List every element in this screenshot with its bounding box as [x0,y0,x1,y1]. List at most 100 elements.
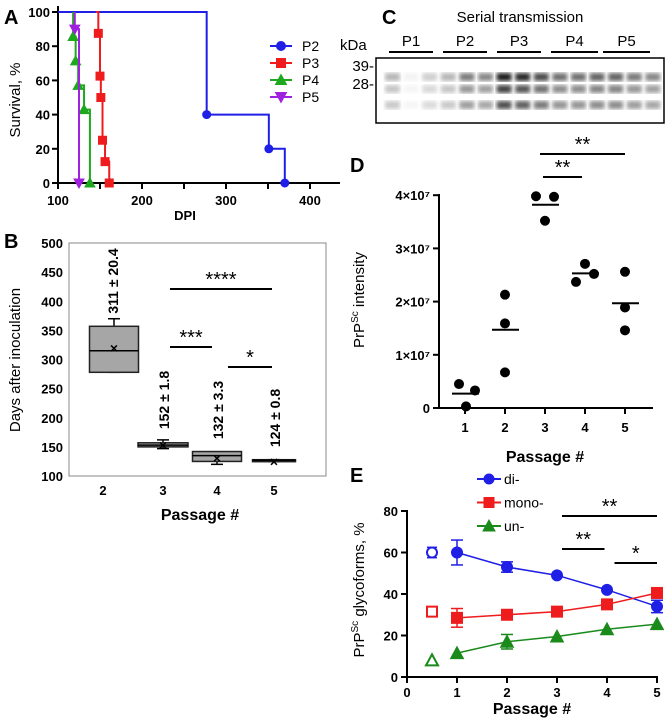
data-point [651,600,663,613]
y-tick-label: 350 [41,323,63,338]
legend-label: P2 [302,38,319,54]
data-point [451,546,463,559]
data-point [500,318,510,329]
x-tick-label: 0 [403,685,410,700]
blot-band [626,101,642,109]
data-point [78,103,90,115]
legend-marker [274,73,288,85]
data-point [540,215,550,226]
x-tick-label: 1 [461,420,468,435]
data-point [549,191,559,202]
significance-stars: ** [555,157,571,179]
data-point [571,276,581,287]
series-p4 [67,12,96,188]
box-5: × 124 ± 0.8 [251,389,297,469]
superscript: Sc [350,621,361,633]
x-axis-label: Passage # [493,701,571,718]
blot-band [496,85,512,93]
y-tick-label: 2×10⁷ [395,295,430,310]
y-tick-label: 0 [43,176,50,191]
y-tick-label: 100 [28,5,50,20]
data-point [104,178,114,188]
significance-stars: ** [602,496,618,518]
x-tick-label: 300 [215,193,237,208]
blot-band [571,73,586,81]
box-value-label: 152 ± 1.8 [156,371,172,429]
data-point [549,628,565,643]
box-3: × 152 ± 1.8 [137,371,189,453]
data-point [531,191,541,202]
data-point [501,608,513,621]
data-point [551,569,563,582]
blot-band [552,101,568,109]
data-point [551,605,563,618]
blot-band [571,85,586,93]
legend-marker [483,497,495,508]
data-point [95,71,105,81]
blot-band [515,73,531,81]
y-tick-label: 150 [41,440,63,455]
lane-group-label: P2 [456,33,474,50]
legend-label: P5 [302,89,319,105]
panel-d: D 0 1×10⁷ 2×10⁷ 3×10⁷ 4×10⁷ 1 2 3 4 5 Passage # PrPS… [350,134,653,466]
blot-band [515,85,531,93]
data-point [501,561,513,574]
data-point [601,598,613,611]
blot-band [496,73,512,81]
y-tick-label: 20 [36,142,50,157]
y-tick-label: 80 [36,39,50,54]
label-part: intensity [351,252,368,312]
box-value-label: 124 ± 0.8 [267,389,283,447]
data-point [449,645,465,660]
series-mono [426,586,663,628]
data-point [100,157,110,167]
mean-marker: × [213,450,221,466]
x-tick-label: 100 [47,193,69,208]
x-tick-label: 1 [453,685,460,700]
data-point [202,110,212,120]
label-part: PrP [351,633,368,658]
significance-stars: ** [575,134,591,156]
blot-band [403,73,419,81]
x-tick-label: 4 [213,483,221,498]
x-tick-label: 5 [653,685,660,700]
y-tick-label: 500 [41,236,63,251]
group-5 [612,266,639,336]
data-point [451,611,463,624]
panel-label-c: C [382,7,396,29]
y-tick-label: 40 [384,587,398,602]
blot-band [589,73,605,81]
series-p2 [58,11,290,188]
mean-marker: × [270,453,278,469]
data-point [651,586,663,599]
y-tick-label: 40 [36,108,50,123]
blot-band [478,101,493,109]
x-tick-label: 4 [603,685,611,700]
y-axis-label: Days after inoculation [7,288,24,432]
x-tick-label: 5 [621,420,628,435]
blot-band [422,85,438,93]
data-point [454,379,464,390]
group-1 [452,379,480,412]
lane-group-label: P4 [565,33,583,50]
blot-band [440,85,456,93]
data-point [649,616,665,631]
blot-band [608,101,624,109]
survival-curve [58,11,286,183]
x-tick-label: 3 [159,483,166,498]
legend-label: mono- [504,495,544,511]
x-tick-label: 400 [299,193,321,208]
blot-band [645,73,661,81]
data-point [500,367,510,378]
y-tick-label: 100 [41,469,63,484]
blot-band [533,101,549,109]
blot-band [459,101,475,109]
blot-band [626,73,642,81]
x-axis-label: Passage # [506,449,584,466]
data-point [264,144,274,154]
y-tick-label: 4×10⁷ [395,188,430,203]
kda-label: kDa [340,37,367,54]
blot-band [533,85,549,93]
significance-stars: *** [179,327,203,349]
